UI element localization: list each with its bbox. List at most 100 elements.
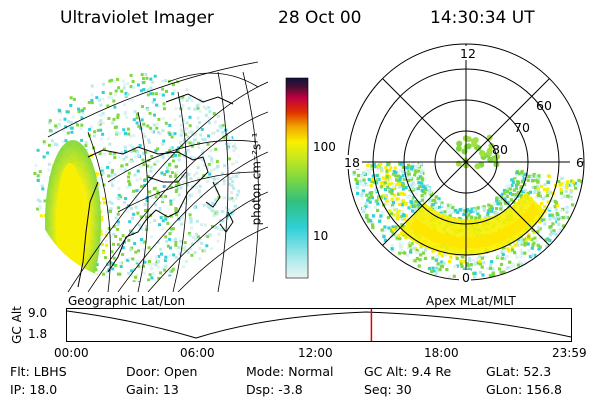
speckle-dot [371, 174, 375, 178]
speckle-dot [535, 239, 539, 243]
speckle-dot [81, 112, 85, 116]
speckle-dot [48, 119, 52, 123]
speckle-dot [101, 121, 105, 125]
speckle-dot [207, 134, 211, 138]
speckle-dot [99, 128, 103, 132]
speckle-dot [95, 96, 99, 100]
speckle-dot [473, 275, 477, 279]
speckle-dot [150, 196, 154, 200]
speckle-dot [495, 198, 499, 202]
speckle-dot [393, 166, 397, 170]
speckle-dot [212, 131, 216, 135]
speckle-dot [169, 214, 173, 218]
speckle-dot [117, 155, 121, 159]
speckle-dot [409, 195, 413, 199]
speckle-dot [554, 233, 558, 237]
speckle-dot [411, 163, 415, 167]
speckle-dot [420, 178, 424, 182]
speckle-dot [47, 168, 51, 172]
speckle-dot [193, 251, 197, 255]
speckle-dot [129, 85, 133, 89]
speckle-dot [400, 217, 405, 221]
speckle-dot [223, 164, 227, 168]
speckle-dot [389, 178, 393, 182]
speckle-dot [131, 159, 135, 163]
speckle-dot [503, 195, 507, 199]
speckle-dot [96, 172, 100, 176]
speckle-dot [448, 214, 452, 218]
speckle-dot [165, 166, 169, 170]
speckle-dot [149, 169, 153, 173]
speckle-dot [562, 181, 567, 185]
speckle-dot [506, 201, 510, 205]
speckle-dot [371, 226, 375, 230]
speckle-dot [415, 251, 419, 255]
speckle-dot [397, 192, 401, 196]
speckle-dot [402, 192, 407, 196]
speckle-dot [93, 130, 97, 134]
speckle-dot [190, 226, 193, 230]
speckle-dot [505, 194, 509, 198]
speckle-dot [384, 177, 389, 181]
orbit-altitude-plot [66, 308, 572, 342]
speckle-dot [190, 193, 194, 197]
speckle-dot [155, 122, 159, 126]
speckle-dot [116, 212, 120, 216]
speckle-dot [195, 219, 199, 223]
speckle-dot [394, 208, 398, 212]
speckle-dot [111, 184, 115, 188]
speckle-dot [113, 105, 117, 109]
speckle-dot [416, 206, 420, 210]
speckle-dot [227, 142, 231, 146]
speckle-dot [550, 213, 554, 217]
speckle-dot [124, 257, 128, 261]
speckle-dot [483, 215, 488, 219]
speckle-dot [476, 212, 480, 216]
speckle-dot [411, 187, 415, 191]
speckle-dot [207, 116, 211, 120]
speckle-dot [69, 104, 73, 107]
speckle-dot [138, 164, 142, 168]
speckle-dot [427, 266, 431, 271]
speckle-dot [161, 155, 165, 159]
speckle-dot [99, 178, 103, 182]
speckle-dot [400, 244, 404, 248]
speckle-dot [168, 174, 172, 178]
speckle-dot [185, 127, 189, 131]
speckle-dot [216, 177, 220, 181]
speckle-dot [434, 195, 438, 199]
speckle-dot [125, 163, 129, 167]
speckle-dot [111, 168, 114, 172]
speckle-dot [362, 171, 366, 175]
speckle-dot [533, 185, 537, 190]
speckle-dot [492, 202, 496, 206]
speckle-dot [161, 129, 165, 133]
speckle-dot [401, 173, 406, 177]
speckle-dot [157, 260, 160, 263]
colorbar-label: photon cm⁻²s⁻¹ [249, 132, 264, 226]
speckle-dot [105, 230, 109, 234]
speckle-dot [455, 145, 462, 152]
speckle-dot [131, 217, 134, 220]
speckle-dot [136, 169, 140, 173]
speckle-dot [369, 184, 373, 188]
speckle-dot [404, 186, 408, 190]
speckle-dot [161, 227, 165, 231]
speckle-dot [116, 243, 120, 246]
speckle-dot [119, 265, 123, 269]
speckle-dot [97, 177, 101, 180]
speckle-dot [410, 183, 414, 187]
speckle-dot [411, 176, 415, 180]
speckle-dot [366, 163, 370, 167]
speckle-dot [228, 182, 232, 186]
speckle-dot [398, 178, 402, 182]
speckle-dot [417, 169, 421, 173]
speckle-dot [202, 105, 206, 109]
speckle-dot [197, 177, 200, 181]
speckle-dot [519, 190, 523, 194]
speckle-dot [97, 121, 101, 125]
speckle-dot [380, 167, 384, 171]
speckle-dot [556, 220, 561, 224]
speckle-dot [211, 131, 215, 135]
speckle-dot [511, 262, 515, 266]
